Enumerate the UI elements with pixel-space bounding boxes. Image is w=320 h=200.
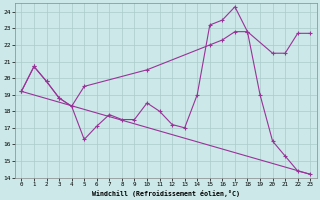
X-axis label: Windchill (Refroidissement éolien,°C): Windchill (Refroidissement éolien,°C): [92, 190, 240, 197]
